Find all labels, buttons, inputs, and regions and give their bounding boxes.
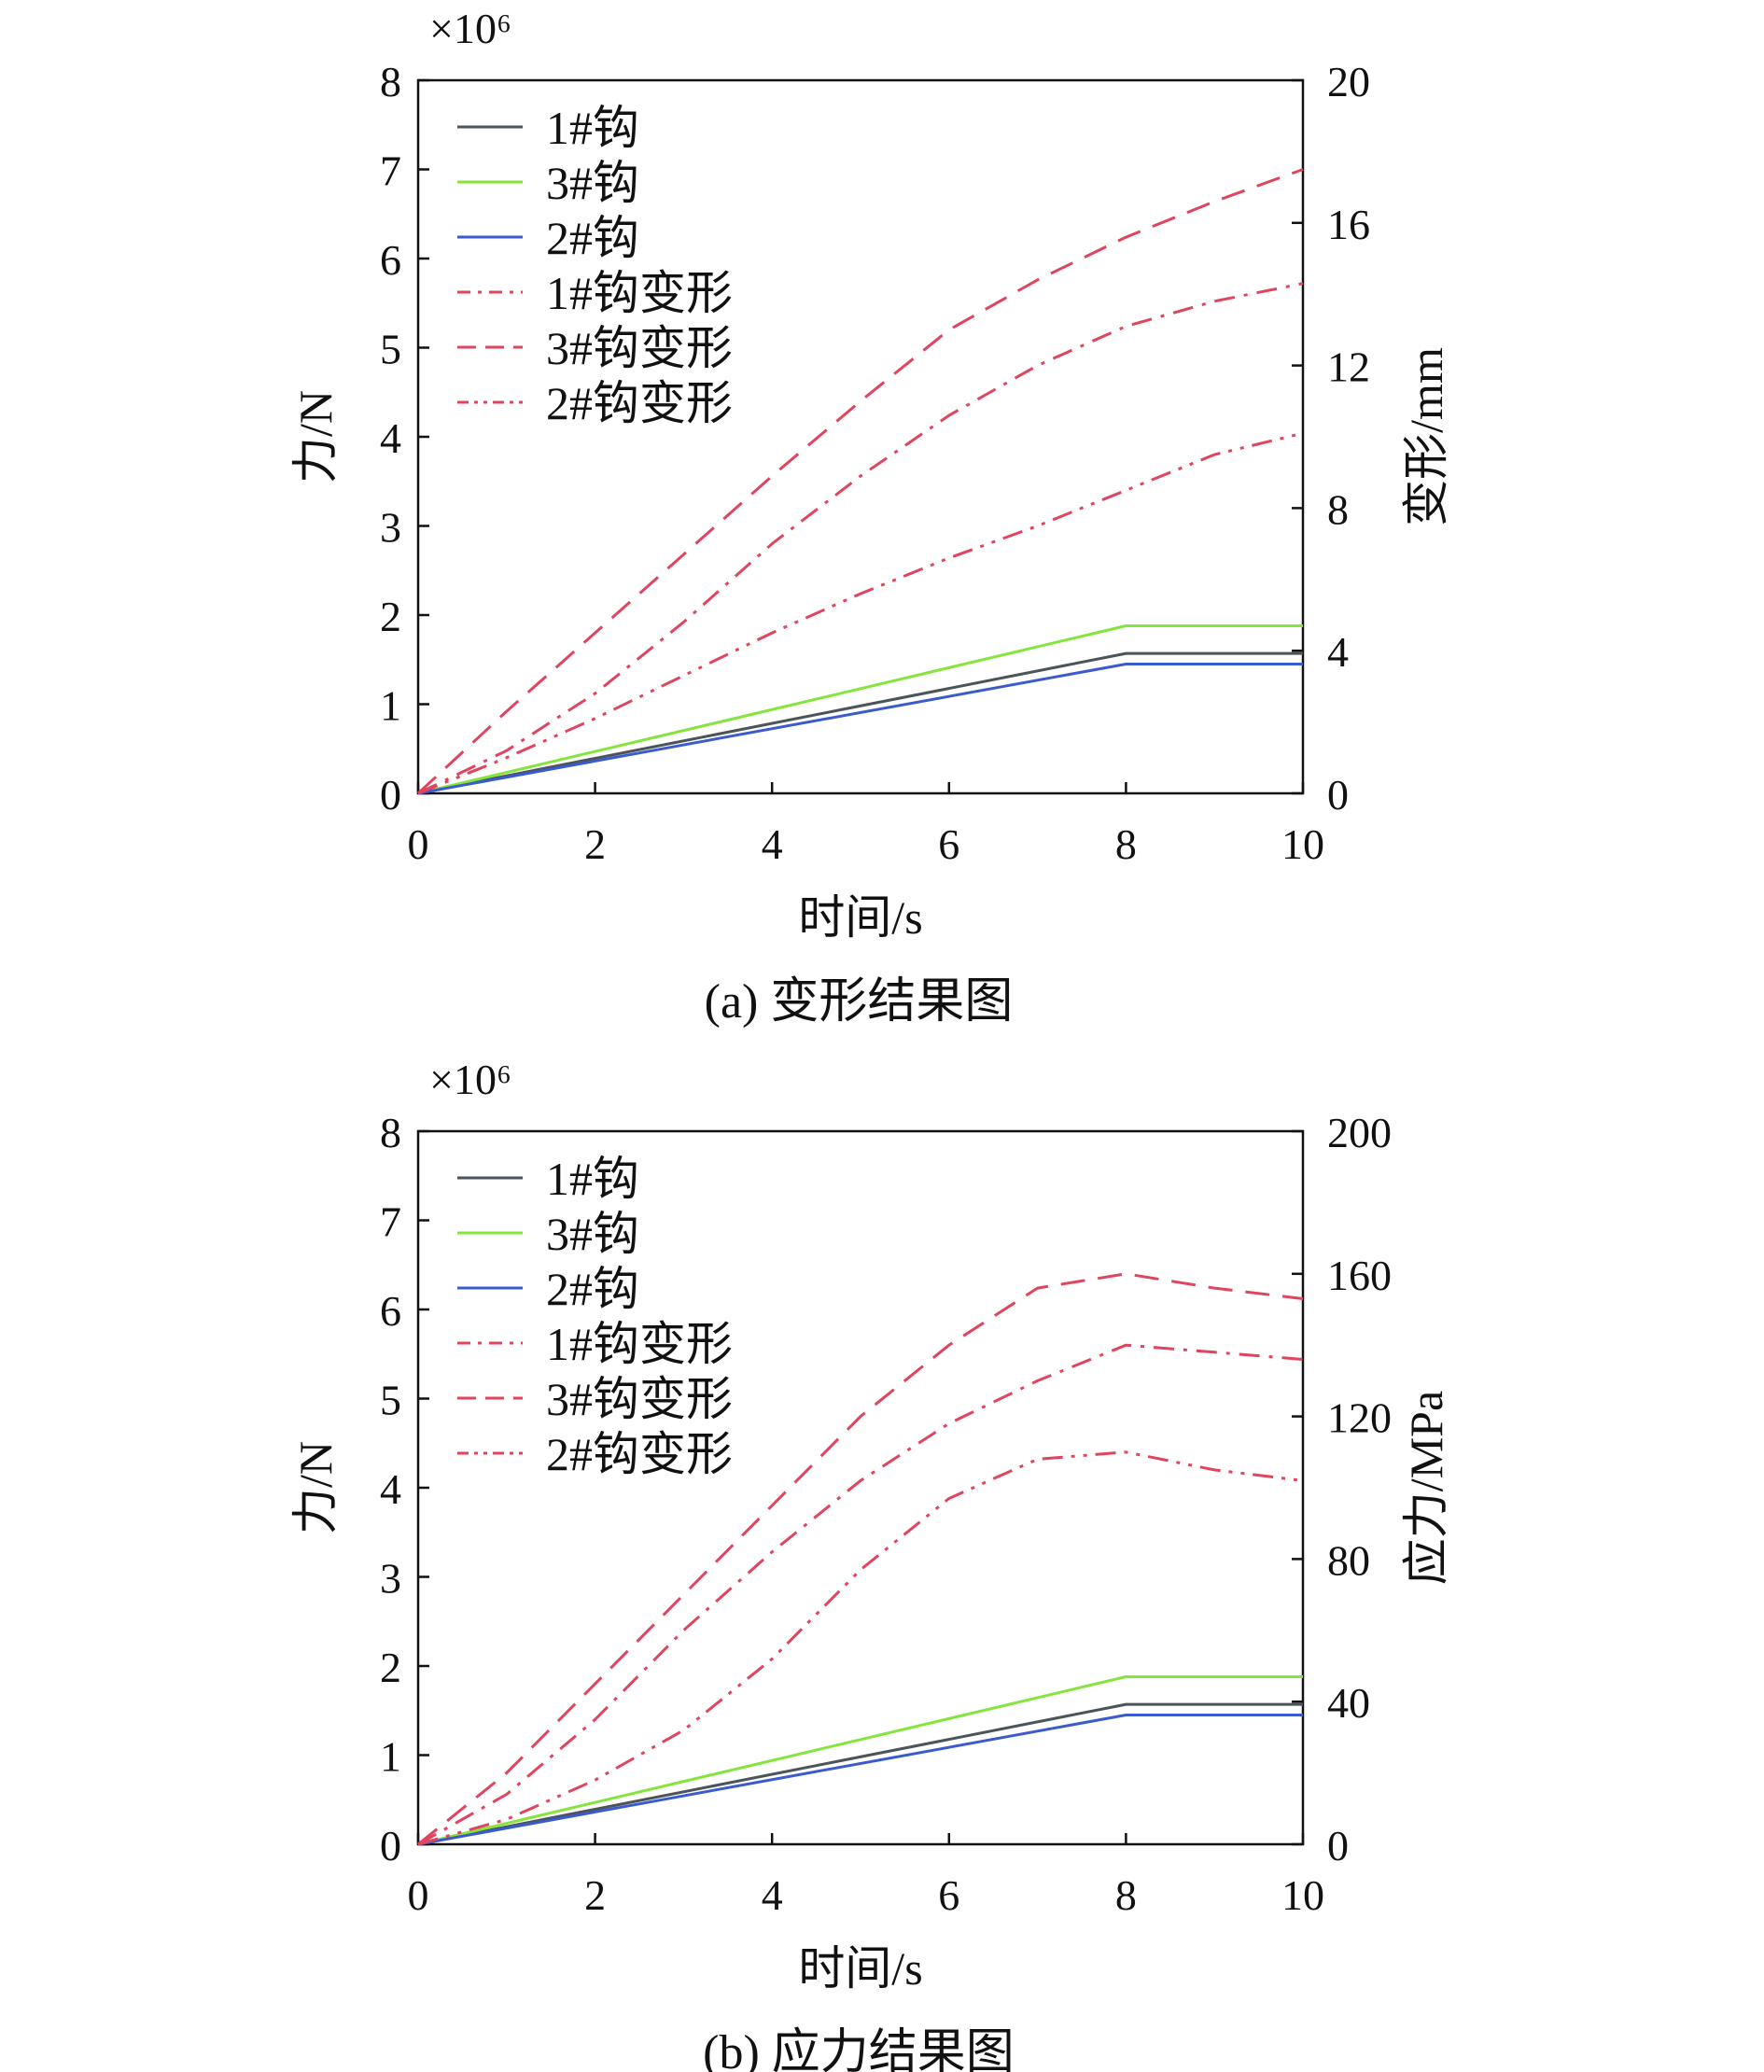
legend-label: 1#钩 (546, 1153, 639, 1205)
y-left-tick-label: 6 (380, 236, 401, 284)
y-right-tick-label: 0 (1327, 771, 1349, 819)
y-right-tick-label: 0 (1327, 1822, 1349, 1869)
legend-label: 3#钩 (546, 1208, 639, 1260)
y-right-tick-label: 4 (1327, 628, 1349, 676)
series-line-2 (417, 663, 1303, 795)
y-right-axis-title: 变形/mm (1400, 347, 1452, 526)
legend-label: 2#钩变形 (546, 377, 733, 429)
stress-chart-panel: 0 2 4 6 8 1001234567804080120160200×10⁶时间/s力/… (289, 1056, 1452, 2072)
x-tick-label: 4 (762, 820, 783, 868)
y-left-tick-label: 6 (380, 1287, 401, 1335)
x-tick-label: 0 (408, 1871, 429, 1919)
y-left-tick-label: 2 (380, 1644, 401, 1691)
x-tick-label: 2 (584, 1871, 606, 1919)
x-tick-label: 10 (1281, 1871, 1324, 1919)
legend-label: 3#钩变形 (546, 1373, 733, 1425)
y-left-tick-label: 5 (380, 326, 401, 373)
y-left-tick-label: 7 (380, 1198, 401, 1246)
y-right-tick-label: 40 (1327, 1679, 1370, 1727)
y-left-tick-label: 0 (380, 1822, 401, 1869)
y-left-tick-label: 7 (380, 147, 401, 195)
axis-multiplier: ×10⁶ (429, 1056, 511, 1103)
legend-label: 1#钩 (546, 102, 639, 154)
y-right-tick-label: 200 (1327, 1109, 1392, 1156)
series-line-4 (417, 1272, 1304, 1846)
y-left-tick-label: 3 (380, 1555, 401, 1603)
series-line-3 (417, 282, 1304, 795)
y-left-tick-label: 1 (380, 682, 401, 730)
y-left-tick-label: 4 (380, 414, 401, 462)
y-left-tick-label: 0 (380, 771, 401, 819)
y-left-tick-label: 5 (380, 1377, 401, 1424)
x-axis-title: 时间/s (798, 1942, 922, 1995)
series-line-5 (417, 431, 1304, 795)
y-left-tick-label: 2 (380, 593, 401, 640)
y-right-axis-title: 应力/MPa (1400, 1391, 1452, 1585)
y-left-axis-title: 力/N (289, 390, 342, 483)
series-line-4 (416, 168, 1304, 795)
y-right-tick-label: 12 (1327, 343, 1370, 391)
series-line-0 (417, 1702, 1303, 1846)
y-right-tick-label: 80 (1327, 1536, 1370, 1584)
series-line-5 (417, 1450, 1304, 1846)
y-left-tick-label: 1 (380, 1733, 401, 1781)
legend-label: 1#钩变形 (546, 267, 733, 319)
x-tick-label: 6 (938, 1871, 959, 1919)
x-tick-label: 0 (408, 820, 429, 868)
x-tick-label: 10 (1281, 820, 1324, 868)
y-left-axis-title: 力/N (289, 1441, 342, 1534)
x-tick-label: 8 (1115, 820, 1137, 868)
y-right-tick-label: 20 (1327, 58, 1370, 105)
legend-label: 1#钩变形 (546, 1318, 733, 1370)
x-tick-label: 2 (584, 820, 606, 868)
series-line-2 (417, 1714, 1303, 1846)
figure-caption: (b) 应力结果图 (703, 2026, 1015, 2072)
y-right-tick-label: 160 (1327, 1252, 1392, 1299)
y-right-tick-label: 120 (1327, 1394, 1392, 1442)
series-line-1 (417, 1675, 1303, 1846)
y-left-tick-label: 3 (380, 504, 401, 552)
y-right-tick-label: 8 (1327, 485, 1349, 533)
x-tick-label: 8 (1115, 1871, 1137, 1919)
figure-caption: (a) 变形结果图 (705, 975, 1014, 1029)
x-axis-title: 时间/s (798, 891, 922, 944)
series-line-3 (417, 1343, 1304, 1846)
series-line-0 (417, 651, 1303, 795)
y-right-tick-label: 16 (1327, 201, 1370, 248)
legend-label: 2#钩 (546, 212, 639, 264)
y-left-tick-label: 8 (380, 58, 401, 105)
y-left-tick-label: 4 (380, 1465, 401, 1513)
x-tick-label: 4 (762, 1871, 783, 1919)
y-left-tick-label: 8 (380, 1109, 401, 1156)
legend-label: 2#钩变形 (546, 1428, 733, 1480)
series-line-1 (417, 624, 1303, 795)
legend-label: 3#钩变形 (546, 322, 733, 374)
legend-label: 3#钩 (546, 157, 639, 209)
x-tick-label: 6 (938, 820, 959, 868)
legend-label: 2#钩 (546, 1263, 639, 1315)
axis-multiplier: ×10⁶ (429, 5, 511, 52)
